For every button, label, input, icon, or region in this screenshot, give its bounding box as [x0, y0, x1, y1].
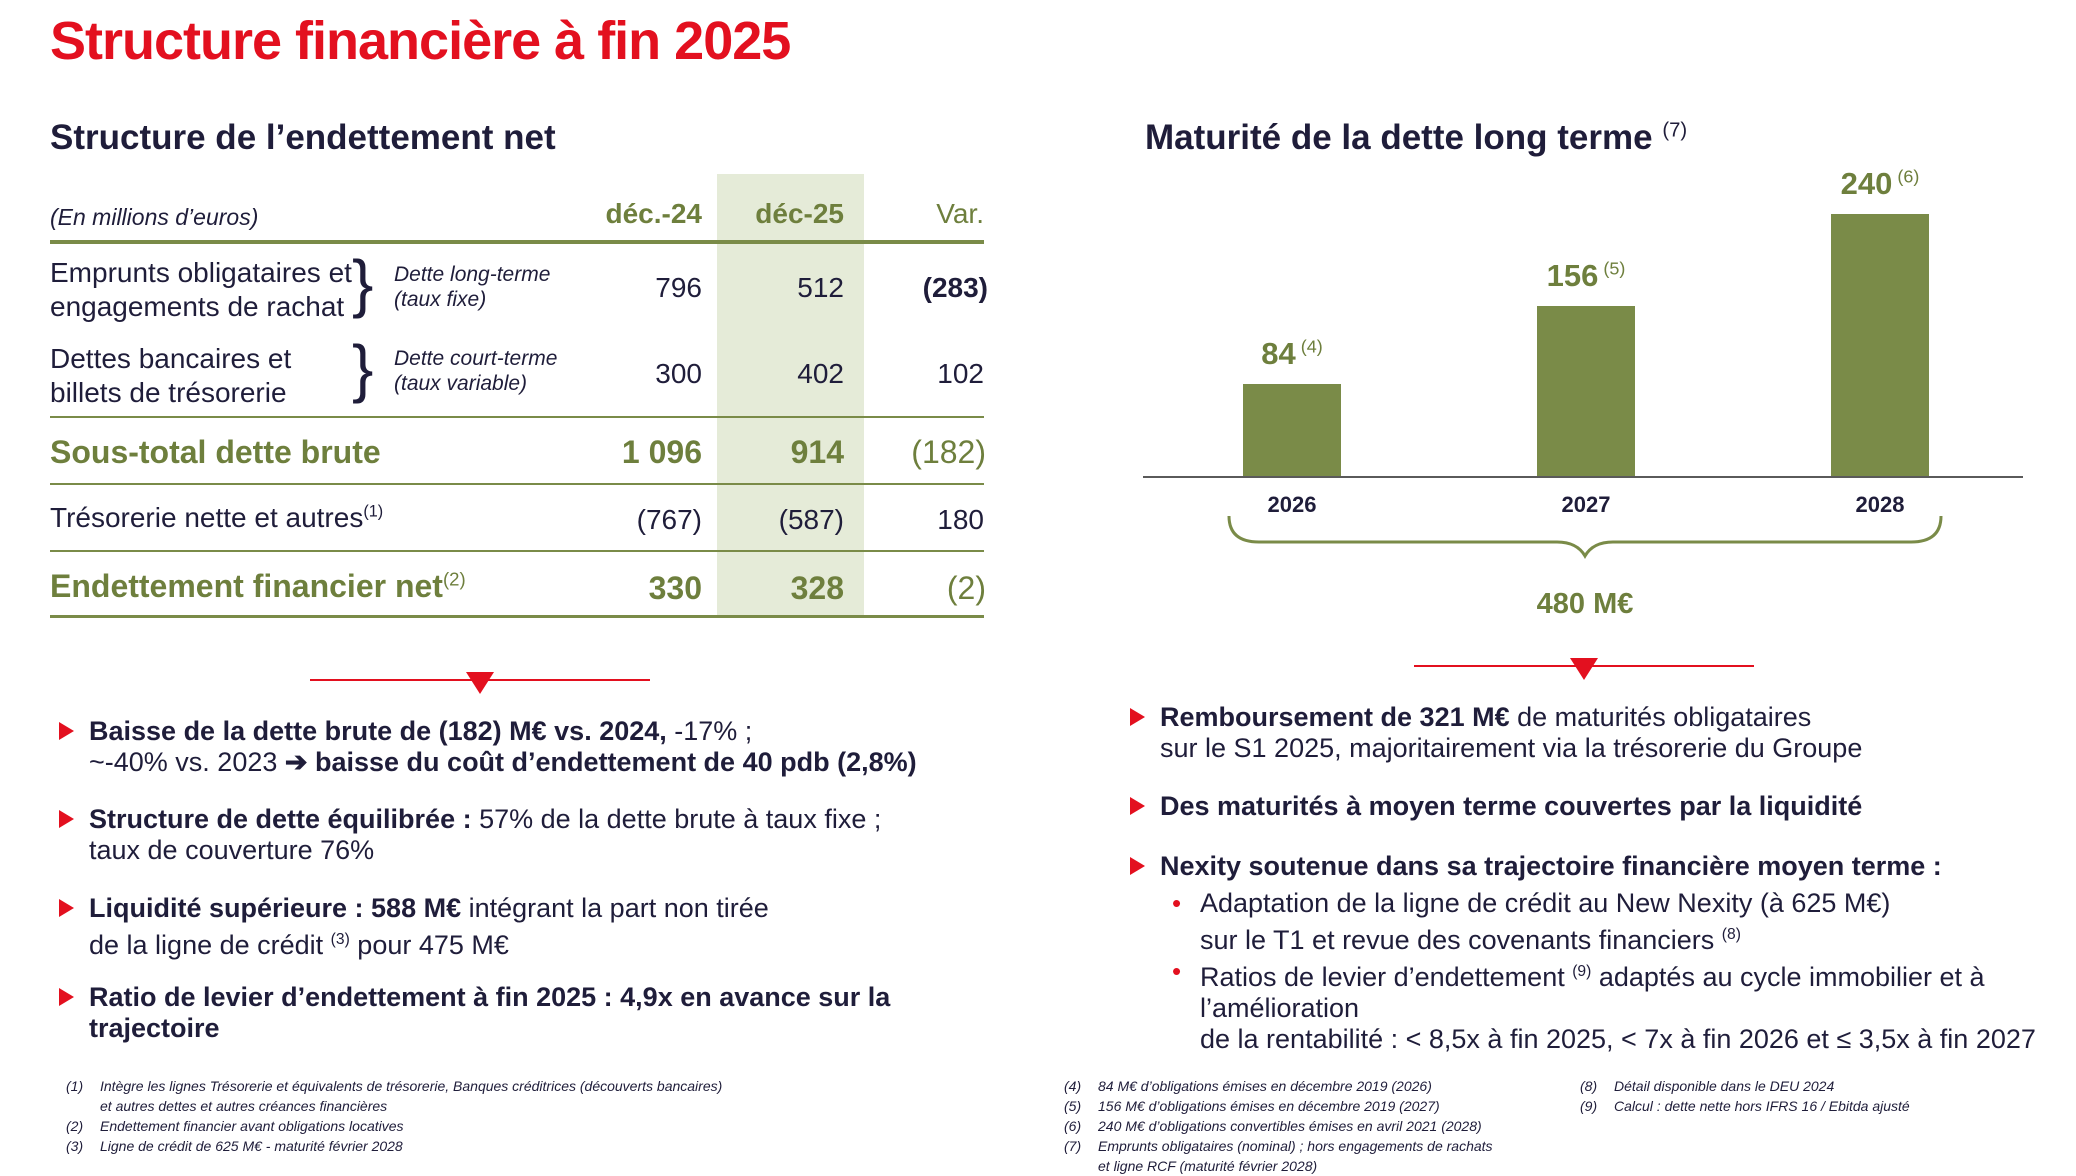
row-rule: [50, 550, 984, 552]
header-rule: [50, 240, 984, 244]
row-bonds-var: (283): [922, 272, 988, 303]
brace-icon: }: [352, 332, 374, 404]
row-bank-label: Dettes bancaires et billets de trésorerie: [50, 343, 292, 408]
row-bonds-sub: Dette long-terme (taux fixe): [394, 263, 551, 311]
bar-value-label-2028: 240 (6): [1840, 166, 1920, 201]
dot-bullet-icon: •: [1172, 888, 1182, 918]
divider-marker-icon: [310, 672, 650, 694]
triangle-bullet-icon: [59, 722, 74, 740]
divider-marker-icon: [1414, 658, 1754, 680]
bullet-liquidite: Liquidité supérieure : 588 M€ intégrant …: [59, 893, 769, 961]
dot-bullet-icon: •: [1172, 956, 1182, 986]
subtotal-dec25: 914: [790, 434, 844, 470]
row-rule: [50, 483, 984, 485]
triangle-bullet-icon: [59, 899, 74, 917]
page-title: Structure financière à fin 2025: [50, 11, 791, 71]
sub-bullet-ratios: • Ratios de levier d’endettement (9) ada…: [1172, 956, 2036, 1054]
total-label: 480 M€: [1536, 588, 1634, 620]
chart-axis: [1143, 476, 2023, 478]
row-bank-var: 102: [937, 358, 984, 389]
subtotal-label: Sous-total dette brute: [50, 434, 381, 470]
triangle-bullet-icon: [1130, 708, 1145, 726]
net-dec24: 330: [648, 570, 702, 606]
row-bank-dec24: 300: [655, 358, 702, 389]
row-rule: [50, 416, 984, 418]
subtotal-var: (182): [911, 434, 986, 470]
treso-label: Trésorerie nette et autres(1): [50, 502, 384, 533]
row-bank-sub: Dette court-terme (taux variable): [394, 347, 558, 395]
table-bottom-rule: [50, 615, 984, 618]
row-bonds-label: Emprunts obligataires et engagements de r…: [50, 257, 352, 322]
footnotes-right: (4) 84 M€ d’obligations émises en décembr…: [1064, 1078, 1493, 1174]
highlight-column: [717, 174, 864, 617]
triangle-bullet-icon: [59, 810, 74, 828]
bar-value-label-2026: 84 (4): [1261, 336, 1323, 372]
arrow-right-icon: ➔: [284, 747, 308, 777]
right-heading: Maturité de la dette long terme (7): [1145, 118, 1688, 157]
bar-2028: [1831, 214, 1929, 476]
total-brace-icon: [1227, 515, 1943, 560]
row-bank-dec25: 402: [797, 358, 844, 389]
col-header-dec25: déc-25: [755, 198, 844, 229]
bar-2027: [1537, 305, 1635, 476]
left-heading: Structure de l’endettement net: [50, 118, 556, 157]
col-header-dec24: déc.-24: [605, 198, 703, 229]
triangle-bullet-icon: [59, 988, 74, 1006]
bar-value-label-2027: 156 (5): [1546, 257, 1626, 293]
net-dec25: 328: [790, 570, 844, 606]
net-label: Endettement financier net(2): [50, 568, 466, 604]
bullet-ratio-levier: Ratio de levier d’endettement à fin 2025…: [59, 982, 890, 1044]
sub-bullet-credit: • Adaptation de la ligne de crédit au Ne…: [1172, 888, 1891, 955]
footnotes-right-2: (8) Détail disponible dans le DEU 2024 (9…: [1580, 1078, 1910, 1114]
x-tick-label-2028: 2028: [1855, 492, 1905, 517]
bullet-remboursement: Remboursement de 321 M€ de maturités obl…: [1130, 702, 1862, 764]
bullet-dette-brute: Baisse de la dette brute de (182) M€ vs.…: [59, 716, 917, 778]
bar-2026: [1243, 384, 1341, 476]
net-var: (2): [946, 570, 986, 606]
subtotal-dec24: 1 096: [621, 434, 702, 470]
treso-var: 180: [937, 504, 984, 535]
bullet-structure: Structure de dette équilibrée : 57% de l…: [59, 804, 881, 866]
unit-label: (En millions d’euros): [50, 204, 259, 230]
col-header-var: Var.: [936, 198, 984, 229]
treso-dec24: (767): [636, 504, 702, 535]
x-tick-label-2026: 2026: [1267, 492, 1317, 517]
x-tick-label-2027: 2027: [1561, 492, 1611, 517]
triangle-bullet-icon: [1130, 857, 1145, 875]
footnotes-left: (1) Intègre les lignes Trésorerie et équi…: [66, 1078, 723, 1154]
bullet-maturites: Des maturités à moyen terme couvertes pa…: [1130, 791, 1862, 822]
row-bonds-dec24: 796: [655, 272, 702, 303]
brace-icon: }: [352, 247, 374, 319]
triangle-bullet-icon: [1130, 797, 1145, 815]
bullet-nexity: Nexity soutenue dans sa trajectoire fina…: [1130, 851, 1942, 882]
treso-dec25: (587): [778, 504, 844, 535]
row-bonds-dec25: 512: [797, 272, 844, 303]
